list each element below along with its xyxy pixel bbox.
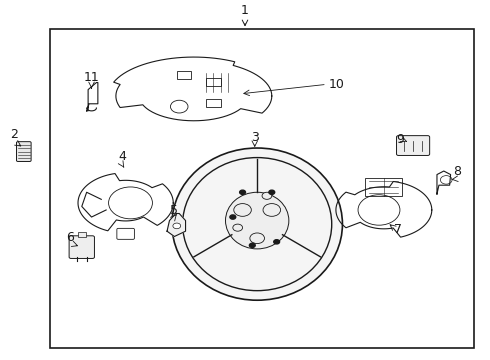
Polygon shape: [167, 213, 186, 237]
Circle shape: [173, 223, 181, 229]
Text: 7: 7: [393, 223, 402, 236]
Bar: [177, 71, 192, 79]
Circle shape: [262, 192, 272, 199]
Bar: [78, 232, 86, 237]
FancyBboxPatch shape: [17, 141, 31, 162]
Ellipse shape: [172, 148, 343, 300]
Text: 2: 2: [10, 128, 18, 141]
Circle shape: [250, 233, 265, 244]
Text: 8: 8: [453, 165, 461, 178]
Text: 10: 10: [329, 78, 344, 91]
Circle shape: [233, 224, 243, 231]
Circle shape: [274, 240, 280, 244]
Ellipse shape: [225, 192, 289, 249]
Bar: [366, 178, 402, 196]
FancyBboxPatch shape: [396, 136, 430, 156]
Text: 9: 9: [396, 134, 404, 147]
Text: 11: 11: [84, 71, 99, 84]
Circle shape: [249, 243, 255, 247]
Text: 4: 4: [118, 150, 126, 163]
Circle shape: [240, 190, 245, 194]
Circle shape: [269, 190, 275, 194]
Ellipse shape: [183, 158, 332, 291]
Text: 6: 6: [66, 231, 74, 244]
Bar: [206, 99, 220, 107]
Text: 1: 1: [241, 4, 249, 17]
Text: 3: 3: [251, 131, 259, 144]
Text: 5: 5: [171, 204, 178, 217]
Bar: [206, 78, 220, 86]
FancyBboxPatch shape: [69, 236, 95, 258]
Bar: [50, 30, 474, 348]
Circle shape: [234, 204, 251, 216]
Circle shape: [263, 204, 281, 216]
Circle shape: [230, 215, 236, 219]
